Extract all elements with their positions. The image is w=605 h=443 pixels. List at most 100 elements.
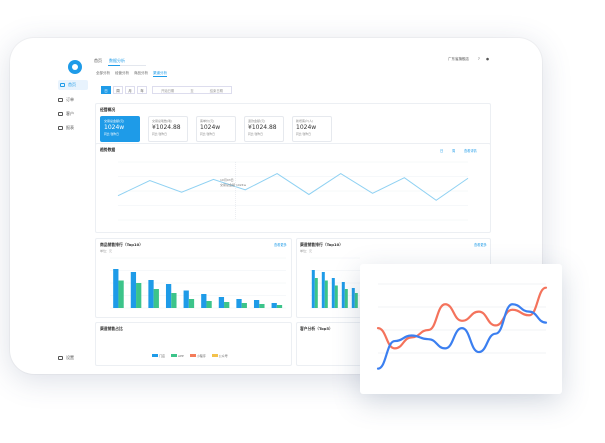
bar: [351, 288, 355, 308]
bottom-right-title: 客户分析（Top5）: [300, 326, 333, 331]
sidebar-item-label: 客户: [66, 111, 74, 116]
kpi-card[interactable]: 退款金额(元) ¥1024.88 同比 较昨日: [244, 116, 284, 142]
rank-left-more-link[interactable]: 查看更多: [274, 243, 287, 247]
bar: [241, 303, 247, 308]
bar: [118, 280, 124, 308]
kpi-value: 1024w: [200, 124, 221, 131]
sidebar-item-label: 设置: [66, 355, 74, 360]
floating-series-line: [376, 286, 548, 350]
tab-data-analysis[interactable]: 数据分析: [109, 58, 125, 63]
bar: [136, 283, 142, 308]
kpi-label: 退款金额(元): [248, 119, 266, 123]
date-range-picker[interactable]: 开始日期 至 结束日期: [152, 86, 232, 94]
sidebar-item-customers[interactable]: 客户: [58, 109, 88, 119]
bar: [259, 304, 265, 308]
tooltip-date: 10月03日: [220, 178, 234, 182]
subtab-business[interactable]: 经营分析: [115, 71, 129, 75]
bar: [314, 278, 318, 308]
trend-more-link[interactable]: 查看详情: [464, 149, 477, 153]
app-logo-icon[interactable]: [68, 60, 82, 74]
kpi-value: 1024w: [296, 124, 317, 131]
bar: [354, 293, 358, 308]
bar: [271, 303, 277, 308]
kpi-label: 交易总金额(元): [104, 119, 125, 123]
order-icon: [58, 98, 63, 102]
rank-right-title: 渠道销售排行（Top10）: [300, 242, 344, 247]
store-selector[interactable]: 广东省旗舰店: [448, 57, 469, 61]
report-icon: [58, 126, 63, 130]
overview-title: 经营概况: [100, 107, 116, 112]
trend-toggle-day[interactable]: 日: [440, 149, 444, 153]
filter-year[interactable]: 年: [137, 86, 147, 94]
kpi-label: 客单价(元): [200, 119, 215, 123]
filter-month[interactable]: 月: [125, 86, 135, 94]
kpi-label: 新增客户(人): [296, 119, 314, 123]
trend-title: 趋势数据: [100, 147, 116, 152]
bar: [218, 297, 225, 308]
sidebar-item-reports[interactable]: 报表: [58, 123, 88, 133]
kpi-change: 同比 较昨日: [104, 132, 119, 136]
bottom-left-card: [95, 322, 292, 366]
home-icon: [60, 83, 65, 87]
kpi-card[interactable]: 新增客户(人) 1024w 同比 较昨日: [292, 116, 332, 142]
bar: [171, 293, 177, 308]
rank-right-bar-chart: [310, 257, 360, 309]
bar: [331, 278, 335, 308]
date-from: 开始日期: [161, 89, 175, 93]
kpi-value: ¥1024.88: [152, 124, 181, 131]
kpi-value: ¥1024.88: [248, 124, 277, 131]
help-icon[interactable]: ?: [478, 57, 480, 61]
rank-right-unit: 单位：元: [300, 249, 313, 253]
kpi-change: 同比 较昨日: [200, 132, 215, 136]
kpi-label: 交易总笔数(笔): [152, 119, 173, 123]
subtab-channel[interactable]: 渠道分析: [153, 71, 167, 77]
subtab-all[interactable]: 全部分析: [96, 71, 110, 75]
kpi-change: 同比 较昨日: [152, 132, 167, 136]
bar: [206, 301, 212, 308]
filter-day[interactable]: 日: [101, 86, 111, 94]
bar: [341, 282, 345, 308]
sidebar-item-orders[interactable]: 订单: [58, 95, 88, 105]
bottom-left-title: 渠道销售占比: [100, 326, 123, 331]
legend-item: 公众号: [211, 354, 228, 358]
legend-item: APP: [171, 354, 184, 358]
tab-home[interactable]: 首页: [94, 58, 102, 63]
tab-divider: [108, 65, 146, 66]
floating-series-line: [376, 303, 548, 370]
tooltip-value: 交易总金额 1024w: [220, 183, 247, 187]
bar: [153, 289, 159, 308]
bar: [113, 269, 119, 308]
kpi-card[interactable]: 客单价(元) 1024w 同比 较昨日: [196, 116, 236, 142]
sidebar-item-label: 首页: [68, 82, 76, 87]
date-separator: 至: [190, 89, 194, 93]
rank-left-unit: 单位：元: [100, 249, 113, 253]
trend-toggle-week[interactable]: 周: [452, 149, 456, 153]
bar: [201, 294, 207, 308]
tab-active-indicator: [108, 65, 120, 66]
bar: [236, 299, 242, 308]
bar: [321, 272, 325, 308]
floating-line-chart: [376, 283, 548, 370]
bar: [183, 290, 189, 308]
bar: [334, 285, 338, 308]
kpi-card[interactable]: 交易总笔数(笔) ¥1024.88 同比 较昨日: [148, 116, 188, 142]
filter-week[interactable]: 周: [113, 86, 123, 94]
kpi-card[interactable]: 交易总金额(元) 1024w 同比 较昨日: [100, 116, 140, 142]
date-to: 结束日期: [209, 89, 223, 93]
rank-left-bar-chart: [110, 257, 286, 309]
sidebar-item-home[interactable]: 首页: [58, 80, 88, 90]
kpi-change: 同比 较昨日: [248, 132, 263, 136]
bar: [324, 280, 328, 308]
legend-item: 小程序: [189, 354, 206, 358]
sidebar-item-label: 报表: [66, 125, 74, 130]
user-avatar-icon[interactable]: ●: [486, 57, 490, 61]
rank-right-more-link[interactable]: 查看更多: [474, 243, 487, 247]
trend-card: [95, 143, 491, 233]
trend-tooltip: 10月03日 交易总金额 1024w: [220, 178, 246, 188]
bar: [276, 305, 283, 308]
sidebar-item-settings[interactable]: 设置: [58, 353, 88, 363]
overview-card: [95, 103, 491, 147]
subtab-product[interactable]: 商品分析: [134, 71, 148, 75]
trend-series-line: [117, 173, 469, 201]
kpi-change: 同比 较昨日: [296, 132, 311, 136]
